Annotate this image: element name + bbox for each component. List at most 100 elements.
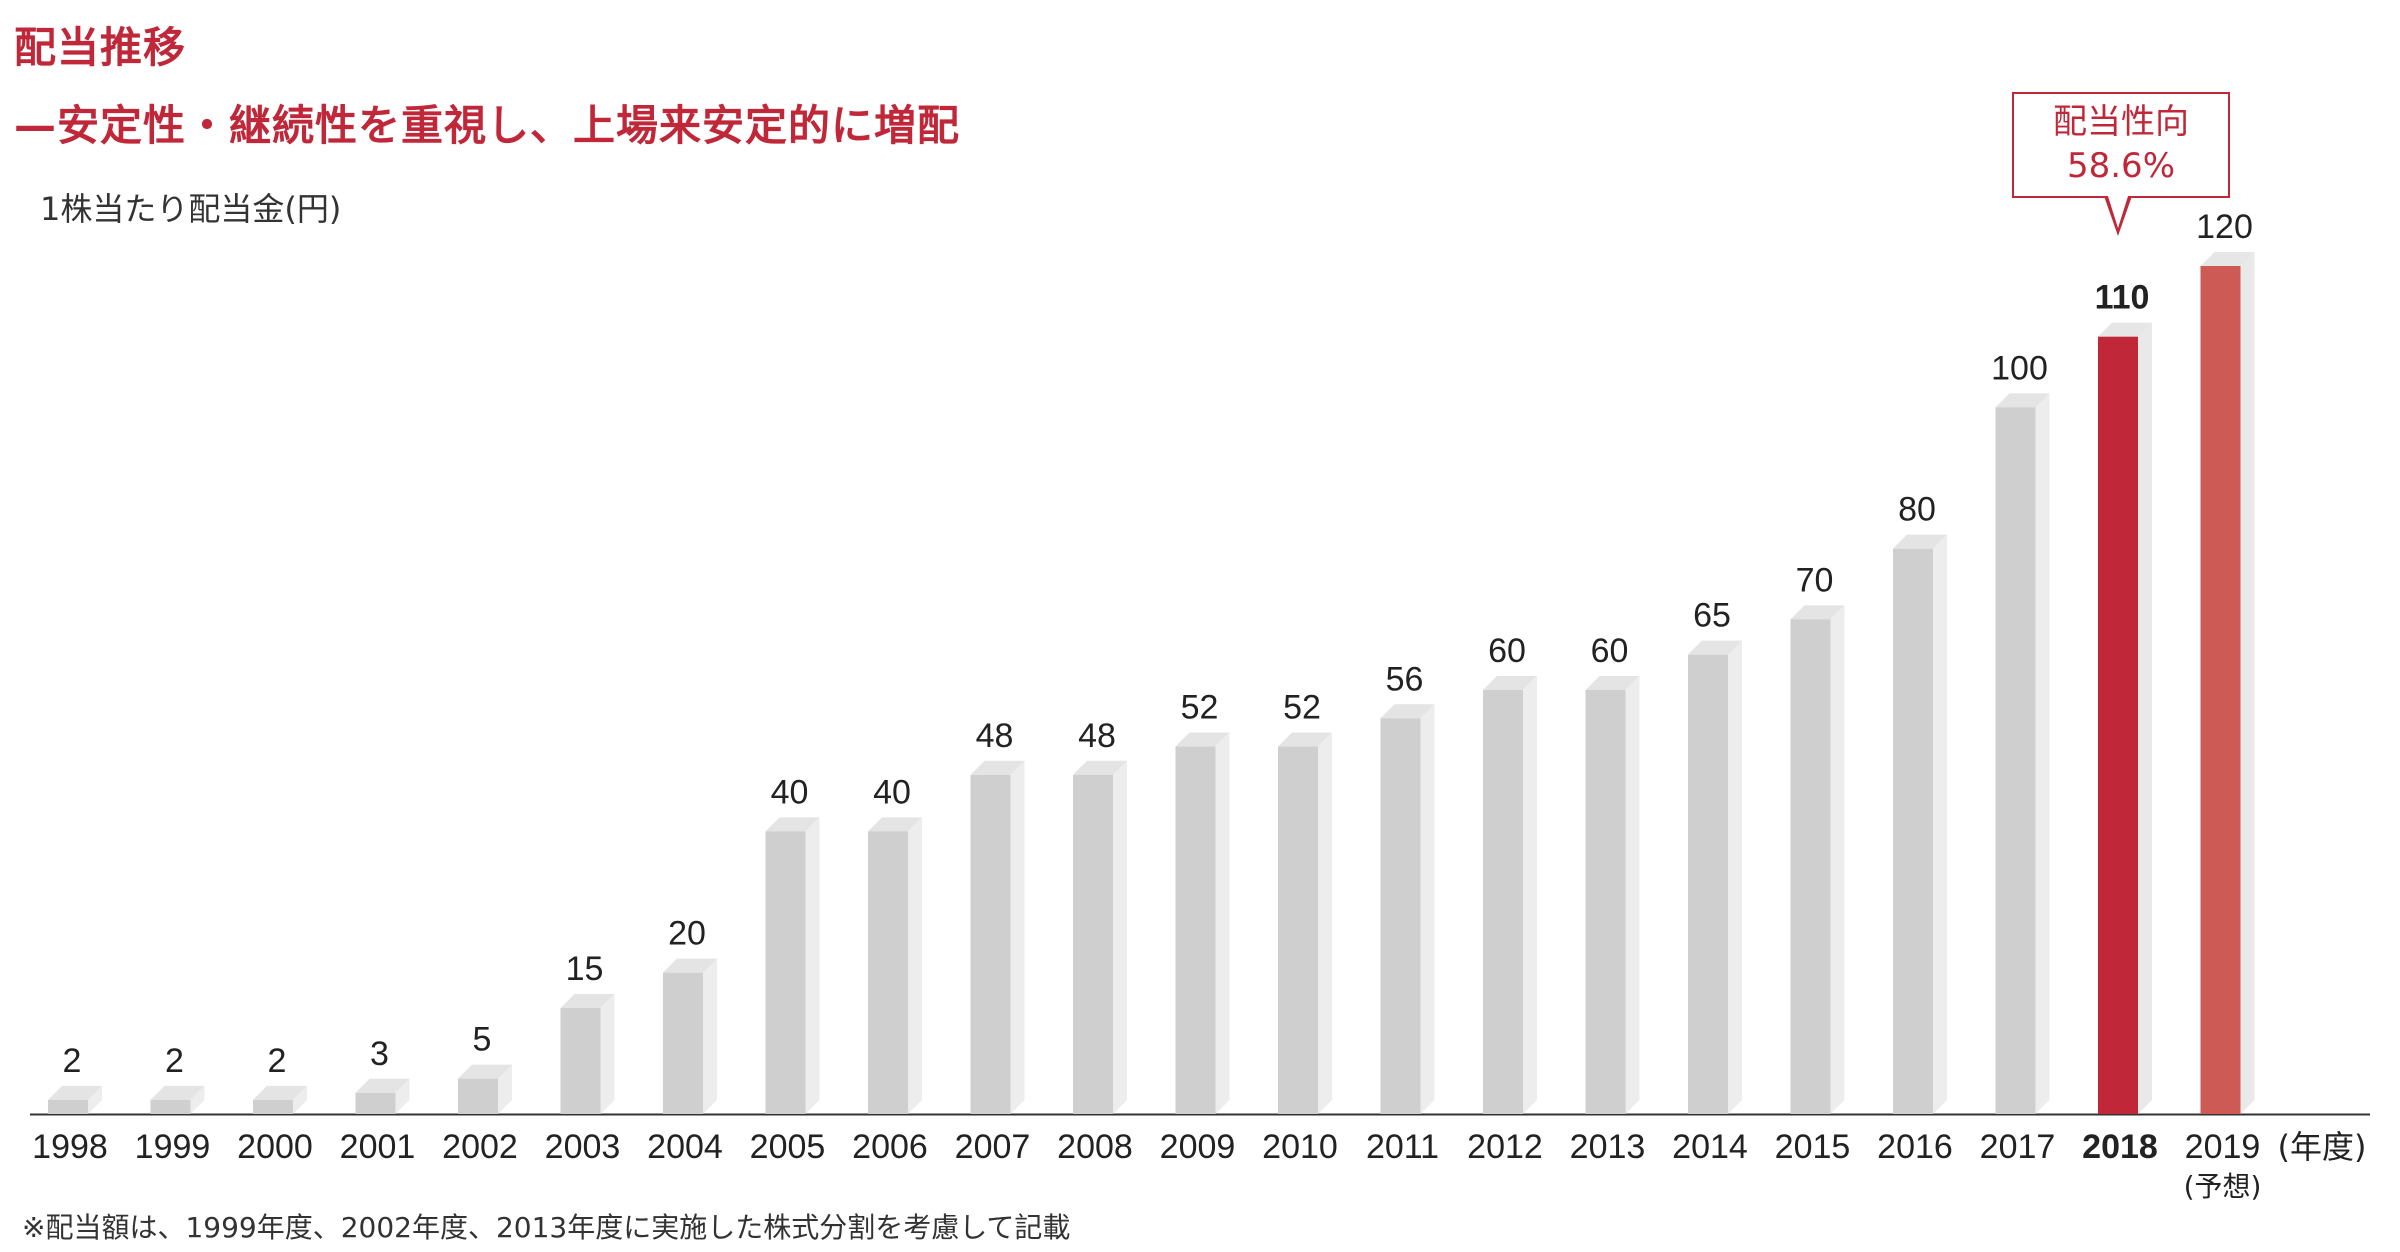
- value-label-2004: 20: [668, 915, 706, 953]
- tick-label-1998: 1998: [32, 1128, 108, 1166]
- bar-side-face-1999: [190, 1085, 205, 1114]
- bar-2008: [1073, 774, 1113, 1114]
- callout-pointer: [2104, 193, 2132, 236]
- bar-2018: [2098, 336, 2138, 1115]
- bar-side-face-1998: [88, 1085, 102, 1114]
- payout-ratio-callout: 配当性向 58.6%: [2012, 92, 2230, 198]
- footnote: ※配当額は、1999年度、2002年度、2013年度に実施した株式分割を考慮して…: [22, 1211, 1071, 1244]
- tick-label-2004: 2004: [647, 1128, 723, 1166]
- bar-side-face-2004: [703, 958, 717, 1114]
- value-label-2016: 80: [1898, 491, 1936, 529]
- bar-2000: [253, 1099, 293, 1114]
- value-label-2012: 60: [1488, 632, 1526, 670]
- bar-2006: [868, 831, 908, 1114]
- tick-label-2014: 2014: [1672, 1128, 1748, 1166]
- tick-label-2000: 2000: [237, 1128, 313, 1166]
- bar-side-face-2015: [1830, 605, 1845, 1114]
- tick-label-2016: 2016: [1877, 1128, 1953, 1166]
- bar-top-face-1999: [150, 1085, 205, 1100]
- bar-side-face-2019: [2240, 252, 2255, 1114]
- chart-subtitle: —安定性・継続性を重視し、上場来安定的に増配: [14, 101, 961, 150]
- bar-side-face-2007: [1010, 760, 1025, 1114]
- tick-label-2008: 2008: [1057, 1128, 1133, 1166]
- tick-label-2013: 2013: [1570, 1128, 1646, 1166]
- bar-top-face-2019: [2200, 252, 2255, 266]
- bar-2003: [560, 1008, 601, 1114]
- value-label-2017: 100: [1991, 349, 2048, 387]
- value-label-2011: 56: [1386, 660, 1424, 698]
- bar-side-face-2012: [1523, 676, 1537, 1114]
- bar-side-face-2016: [1933, 534, 1947, 1114]
- bar-2005: [765, 831, 806, 1114]
- bar-top-face-2013: [1585, 676, 1640, 690]
- bar-top-face-2001: [355, 1078, 410, 1093]
- bar-top-face-2000: [253, 1085, 307, 1100]
- bar-top-face-2003: [560, 994, 615, 1008]
- bar-side-face-2003: [600, 994, 615, 1114]
- tick-label-2010: 2010: [1262, 1128, 1338, 1166]
- bar-side-face-2006: [908, 817, 922, 1114]
- bar-top-face-2002: [458, 1064, 512, 1079]
- bar-side-face-2009: [1215, 732, 1230, 1114]
- chart-title: 配当推移: [14, 23, 187, 72]
- bar-2016: [1893, 548, 1933, 1114]
- tick-label-2011: 2011: [1366, 1128, 1439, 1166]
- value-label-2010: 52: [1283, 689, 1321, 727]
- payout-ratio-value: 58.6%: [2066, 146, 2175, 186]
- tick-label-2009: 2009: [1160, 1128, 1236, 1166]
- bar-2014: [1688, 654, 1728, 1114]
- bar-top-face-2004: [663, 958, 717, 973]
- value-label-2005: 40: [771, 773, 809, 811]
- value-label-2009: 52: [1181, 689, 1219, 727]
- bar-2011: [1380, 718, 1421, 1114]
- value-label-2014: 65: [1693, 597, 1731, 635]
- tick-label-2001: 2001: [340, 1128, 416, 1166]
- bar-side-face-2000: [293, 1085, 307, 1114]
- bar-2010: [1278, 746, 1318, 1114]
- x-axis-unit-label: (年度): [2278, 1128, 2367, 1166]
- value-label-2006: 40: [873, 773, 911, 811]
- bar-side-face-2014: [1728, 640, 1742, 1114]
- value-label-2013: 60: [1591, 632, 1629, 670]
- bar-top-face-2009: [1175, 732, 1230, 747]
- value-label-2018: 110: [2095, 279, 2150, 317]
- bar-1999: [150, 1099, 191, 1114]
- tick-label-2015: 2015: [1775, 1128, 1851, 1166]
- bar-side-face-2008: [1113, 760, 1127, 1114]
- value-label-2008: 48: [1078, 717, 1116, 755]
- bar-side-face-2018: [2138, 322, 2152, 1115]
- bar-top-face-2006: [868, 817, 922, 832]
- bar-2015: [1790, 619, 1831, 1114]
- value-label-2001: 3: [370, 1035, 389, 1073]
- bar-top-face-1998: [48, 1085, 102, 1100]
- bar-2012: [1483, 690, 1523, 1114]
- value-label-2000: 2: [268, 1042, 287, 1080]
- tick-label-2017: 2017: [1980, 1128, 2056, 1166]
- bar-side-face-2011: [1420, 704, 1435, 1114]
- bar-top-face-2010: [1278, 732, 1332, 747]
- tick-label-2003: 2003: [545, 1128, 621, 1166]
- bar-side-face-2002: [498, 1064, 512, 1114]
- bar-2013: [1585, 690, 1626, 1114]
- tick-label-2012: 2012: [1467, 1128, 1543, 1166]
- tick-label-2019: 2019: [2185, 1128, 2261, 1166]
- bar-side-face-2013: [1625, 676, 1640, 1114]
- value-label-2007: 48: [976, 717, 1014, 755]
- tick-label-2002: 2002: [442, 1128, 518, 1166]
- value-label-2019: 120: [2196, 208, 2253, 246]
- bar-2017: [1995, 407, 2036, 1114]
- bar-side-face-2010: [1318, 732, 1332, 1114]
- bar-top-face-2016: [1893, 534, 1947, 549]
- value-label-1998: 2: [63, 1042, 82, 1080]
- payout-ratio-label: 配当性向: [2053, 102, 2189, 142]
- bar-side-face-2017: [2035, 393, 2050, 1114]
- dividend-bar-chart: 2 1998 2 1999 2 2000 3 2001 5 2002 15 2003 20 2004 40 2…: [30, 208, 2370, 1200]
- value-label-2003: 15: [566, 950, 604, 988]
- value-label-2015: 70: [1796, 561, 1834, 599]
- bar-top-face-2012: [1483, 676, 1537, 690]
- bar-top-face-2007: [970, 760, 1025, 775]
- y-axis-unit-label: 1株当たり配当金(円): [40, 190, 342, 228]
- bar-top-face-2005: [765, 817, 820, 832]
- bar-2019: [2200, 266, 2241, 1114]
- forecast-label: (予想): [2184, 1170, 2262, 1200]
